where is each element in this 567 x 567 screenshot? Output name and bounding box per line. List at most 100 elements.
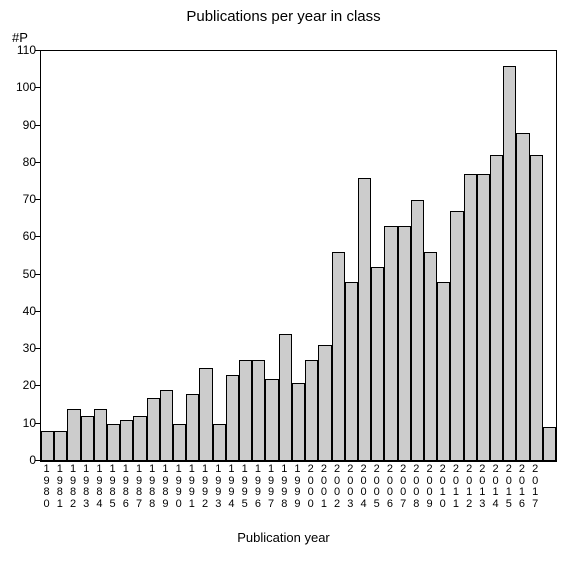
x-tick-label: 1997 [264,464,277,510]
bar [292,383,305,461]
y-tick [35,460,40,461]
bar [318,345,331,461]
bar [265,379,278,461]
bar [477,174,490,461]
bar [516,133,529,461]
x-tick-label: 1998 [278,464,291,510]
bar [371,267,384,461]
bar [107,424,120,461]
x-tick-label: 2008 [410,464,423,510]
x-tick-label: 1981 [53,464,66,510]
x-tick-label: 2004 [357,464,370,510]
x-tick-label: 2007 [397,464,410,510]
x-tick-label: 1986 [119,464,132,510]
x-axis-title: Publication year [0,530,567,545]
bar [530,155,543,461]
bar [41,431,54,461]
y-tick [35,236,40,237]
x-tick-label: 1990 [172,464,185,510]
y-tick-label: 110 [6,43,36,57]
bar [332,252,345,461]
bar [424,252,437,461]
bar [384,226,397,461]
bar [94,409,107,461]
y-tick-label: 100 [6,80,36,94]
x-tick-label: 1980 [40,464,53,510]
bar [186,394,199,461]
x-tick-label: 1985 [106,464,119,510]
chart-container: Publications per year in class #P Public… [0,0,567,567]
y-tick-label: 40 [6,304,36,318]
x-tick-label: 1984 [93,464,106,510]
bar [450,211,463,461]
y-tick [35,125,40,126]
x-tick-label: 2002 [331,464,344,510]
y-tick [35,423,40,424]
y-tick-label: 10 [6,416,36,430]
y-tick-label: 0 [6,453,36,467]
x-tick-label: 1988 [146,464,159,510]
bar [199,368,212,461]
x-tick-label: 2011 [449,464,462,510]
x-tick-label: 2000 [304,464,317,510]
x-tick-label: 1992 [198,464,211,510]
x-tick-label: 1989 [159,464,172,510]
bar [147,398,160,461]
x-tick-label: 2017 [529,464,542,510]
y-tick [35,348,40,349]
bar [173,424,186,461]
x-tick-label: 1987 [132,464,145,510]
bar [543,427,556,461]
x-tick-label: 2016 [515,464,528,510]
x-tick-label: 2006 [383,464,396,510]
x-tick-label: 2013 [476,464,489,510]
y-tick [35,87,40,88]
bar [239,360,252,461]
chart-title: Publications per year in class [0,8,567,25]
bar [358,178,371,461]
x-tick-label: 2010 [436,464,449,510]
y-tick-label: 90 [6,118,36,132]
x-tick-label: 2009 [423,464,436,510]
bar [133,416,146,461]
x-tick-label: 2012 [463,464,476,510]
y-tick [35,385,40,386]
y-tick [35,199,40,200]
x-tick-label: 2005 [370,464,383,510]
bar [503,66,516,461]
y-tick-label: 50 [6,267,36,281]
bar [81,416,94,461]
bar [464,174,477,461]
bar [67,409,80,461]
bar [160,390,173,461]
x-tick-label: 1999 [291,464,304,510]
bar [398,226,411,461]
y-tick [35,311,40,312]
x-tick-label: 2003 [344,464,357,510]
bar [490,155,503,461]
bar [279,334,292,461]
bar [411,200,424,461]
x-tick-label: 1982 [66,464,79,510]
y-tick-label: 80 [6,155,36,169]
bar [54,431,67,461]
x-tick-label: 2015 [502,464,515,510]
bar [437,282,450,461]
bar [226,375,239,461]
y-tick-label: 60 [6,229,36,243]
x-tick-label: 2001 [317,464,330,510]
bar [345,282,358,461]
bar [213,424,226,461]
x-tick-label: 1991 [185,464,198,510]
x-tick-label: 1994 [225,464,238,510]
bar [252,360,265,461]
x-tick-label: 2014 [489,464,502,510]
y-tick [35,162,40,163]
x-tick-label: 1996 [251,464,264,510]
y-tick [35,50,40,51]
plot-area [40,50,557,462]
bar [305,360,318,461]
y-tick-label: 20 [6,378,36,392]
y-tick [35,274,40,275]
y-tick-label: 30 [6,341,36,355]
